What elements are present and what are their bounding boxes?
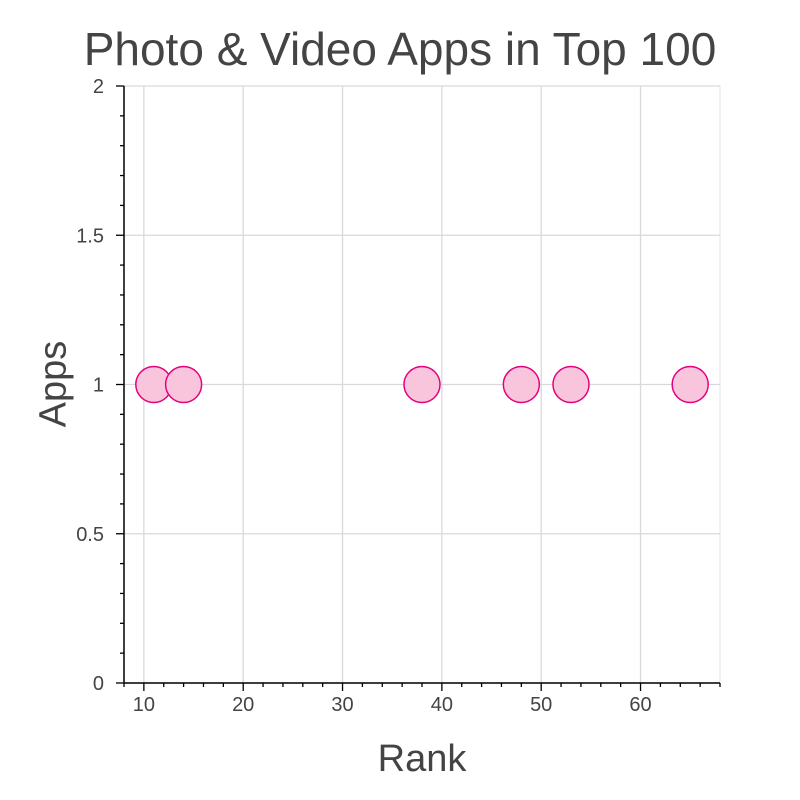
y-tick-label: 0 [93, 673, 104, 695]
data-point [502, 365, 541, 404]
y-tick-label: 0.5 [76, 524, 104, 546]
data-point [164, 365, 203, 404]
data-point [671, 365, 709, 404]
x-tick-label: 60 [629, 694, 651, 716]
y-tick-label: 2 [93, 76, 104, 98]
x-tick-label: 30 [331, 694, 353, 716]
x-tick-label: 20 [232, 694, 254, 716]
y-axis-label: Apps [32, 340, 75, 428]
x-tick-label: 40 [431, 694, 453, 716]
x-tick-label: 10 [133, 694, 155, 716]
data-point [552, 365, 590, 404]
y-tick-label: 1 [93, 375, 104, 397]
y-tick-label: 1.5 [76, 225, 104, 247]
data-point [403, 365, 441, 404]
x-axis-label: Rank [377, 738, 467, 780]
x-tick-label: 50 [530, 694, 552, 716]
chart-title: Photo & Video Apps in Top 100 [83, 23, 717, 75]
